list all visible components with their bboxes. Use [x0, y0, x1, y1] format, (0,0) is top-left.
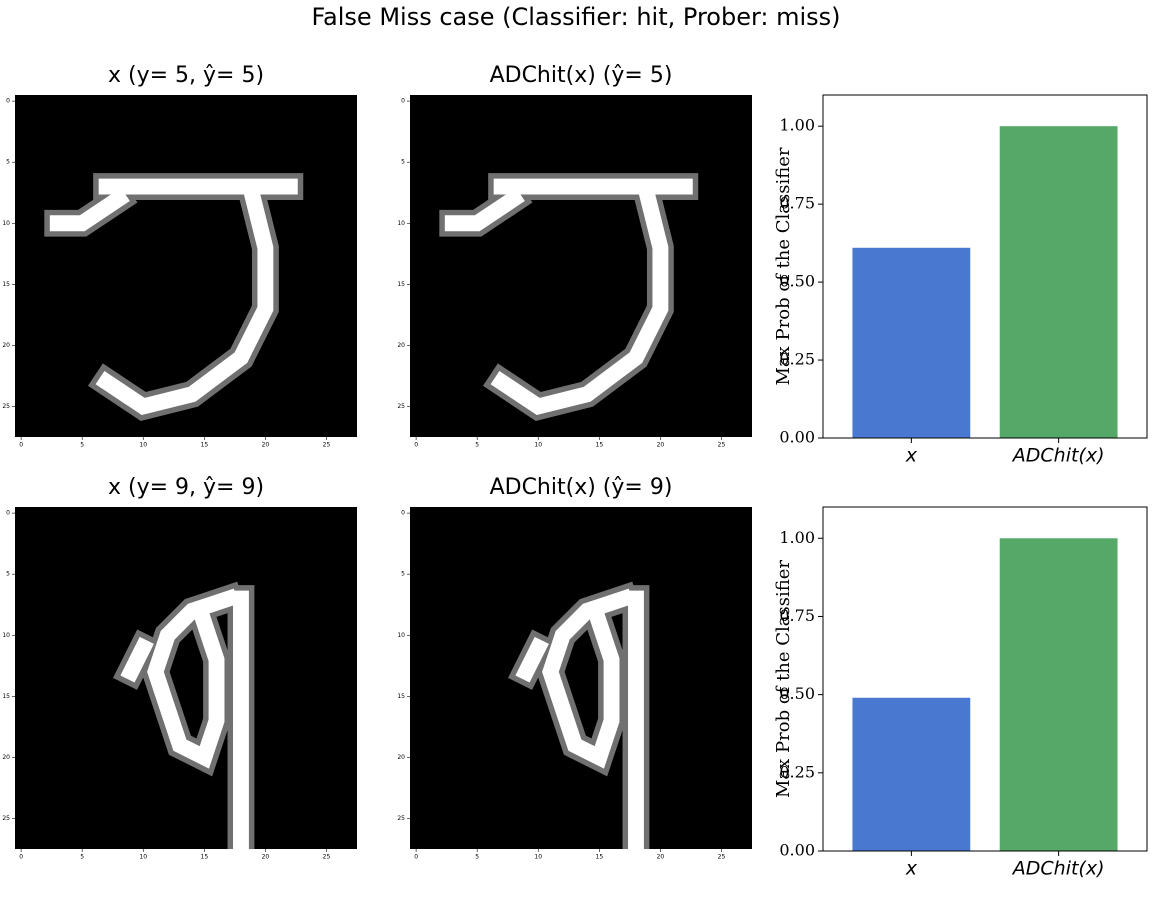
- x-tick-label: 10: [534, 442, 542, 449]
- x-tick-label: 15: [596, 854, 604, 861]
- y-tick-label: 20: [2, 754, 10, 761]
- panel-title: ADChit(x) (ŷ= 9): [490, 475, 673, 500]
- x-tick-label: 25: [323, 442, 331, 449]
- y-tick-label: 0.50: [779, 272, 815, 291]
- x-tick-label: 0: [414, 854, 418, 861]
- x-tick-label: 5: [475, 854, 479, 861]
- y-tick-label: 10: [397, 632, 405, 639]
- y-tick-label: 15: [397, 693, 405, 700]
- y-tick-label: 0: [6, 98, 10, 105]
- y-tick-label: 0: [6, 510, 10, 517]
- y-tick-label: 15: [2, 693, 10, 700]
- bar: [999, 538, 1118, 851]
- x-tick-label: 5: [80, 854, 84, 861]
- axes-frame: [822, 506, 1148, 852]
- bar: [999, 126, 1118, 438]
- x-tick-label: ADChit(x): [1011, 858, 1105, 880]
- x-tick-label: 20: [262, 442, 270, 449]
- digit-image: [508, 581, 650, 849]
- x-tick-label: 20: [657, 442, 665, 449]
- y-tick-label: 25: [2, 403, 10, 410]
- panel-title: x (y= 5, ŷ= 5): [108, 63, 264, 88]
- y-tick-label: 20: [2, 342, 10, 349]
- y-tick-label: 15: [397, 281, 405, 288]
- y-tick-label: 15: [2, 281, 10, 288]
- y-axis-label: Max Prob of the Classifier: [773, 560, 794, 798]
- y-tick-label: 25: [397, 403, 405, 410]
- x-tick-label: 5: [475, 442, 479, 449]
- image-background: [410, 95, 752, 437]
- y-tick-label: 0.25: [779, 762, 815, 781]
- y-tick-label: 20: [397, 342, 405, 349]
- x-tick-label: ADChit(x): [1011, 445, 1105, 467]
- digit-stroke: [49, 178, 298, 416]
- x-tick-label: 10: [139, 442, 147, 449]
- x-tick-label: 15: [596, 442, 604, 449]
- y-tick-label: 5: [401, 159, 405, 166]
- axes-frame: [822, 94, 1148, 439]
- digit-image: [44, 173, 304, 421]
- y-tick-label: 10: [2, 220, 10, 227]
- digit-image: [439, 173, 699, 421]
- x-tick-label: 20: [657, 854, 665, 861]
- x-tick-label: x: [905, 445, 918, 467]
- x-tick-label: 15: [201, 854, 209, 861]
- bar: [852, 697, 971, 851]
- y-tick-label: 5: [401, 571, 405, 578]
- x-tick-label: 25: [718, 854, 726, 861]
- y-tick-label: 0.00: [779, 428, 815, 447]
- y-tick-label: 20: [397, 754, 405, 761]
- x-tick-label: 10: [139, 854, 147, 861]
- digit-stroke: [444, 178, 693, 416]
- y-tick-label: 0: [401, 510, 405, 517]
- image-background: [15, 95, 357, 437]
- digit-stroke: [120, 588, 249, 849]
- y-tick-label: 0.50: [779, 684, 815, 703]
- y-tick-label: 25: [2, 815, 10, 822]
- digit-image: [113, 581, 255, 849]
- y-tick-label: 0.75: [779, 606, 815, 625]
- x-tick-label: 20: [262, 854, 270, 861]
- x-tick-label: 25: [718, 442, 726, 449]
- y-tick-label: 0.75: [779, 194, 815, 213]
- y-tick-label: 10: [397, 220, 405, 227]
- figure-title: False Miss case (Classifier: hit, Prober…: [311, 3, 840, 31]
- y-tick-label: 10: [2, 632, 10, 639]
- y-tick-label: 1.00: [779, 116, 815, 135]
- x-tick-label: 10: [534, 854, 542, 861]
- y-tick-label: 1.00: [779, 528, 815, 547]
- y-tick-label: 5: [6, 159, 10, 166]
- panel-title: x (y= 9, ŷ= 9): [108, 475, 264, 500]
- image-background: [15, 507, 357, 849]
- x-tick-label: 15: [201, 442, 209, 449]
- bar: [852, 247, 971, 438]
- y-axis-label: Max Prob of the Classifier: [773, 147, 794, 385]
- image-background: [410, 507, 752, 849]
- x-tick-label: 0: [19, 854, 23, 861]
- x-tick-label: 5: [80, 442, 84, 449]
- x-tick-label: 0: [19, 442, 23, 449]
- x-tick-label: 0: [414, 442, 418, 449]
- y-tick-label: 5: [6, 571, 10, 578]
- x-tick-label: 25: [323, 854, 331, 861]
- y-tick-label: 0.25: [779, 350, 815, 369]
- digit-stroke: [515, 588, 644, 849]
- x-tick-label: x: [905, 858, 918, 880]
- y-tick-label: 0: [401, 98, 405, 105]
- y-tick-label: 0.00: [779, 841, 815, 860]
- y-tick-label: 25: [397, 815, 405, 822]
- panel-title: ADChit(x) (ŷ= 5): [490, 63, 673, 88]
